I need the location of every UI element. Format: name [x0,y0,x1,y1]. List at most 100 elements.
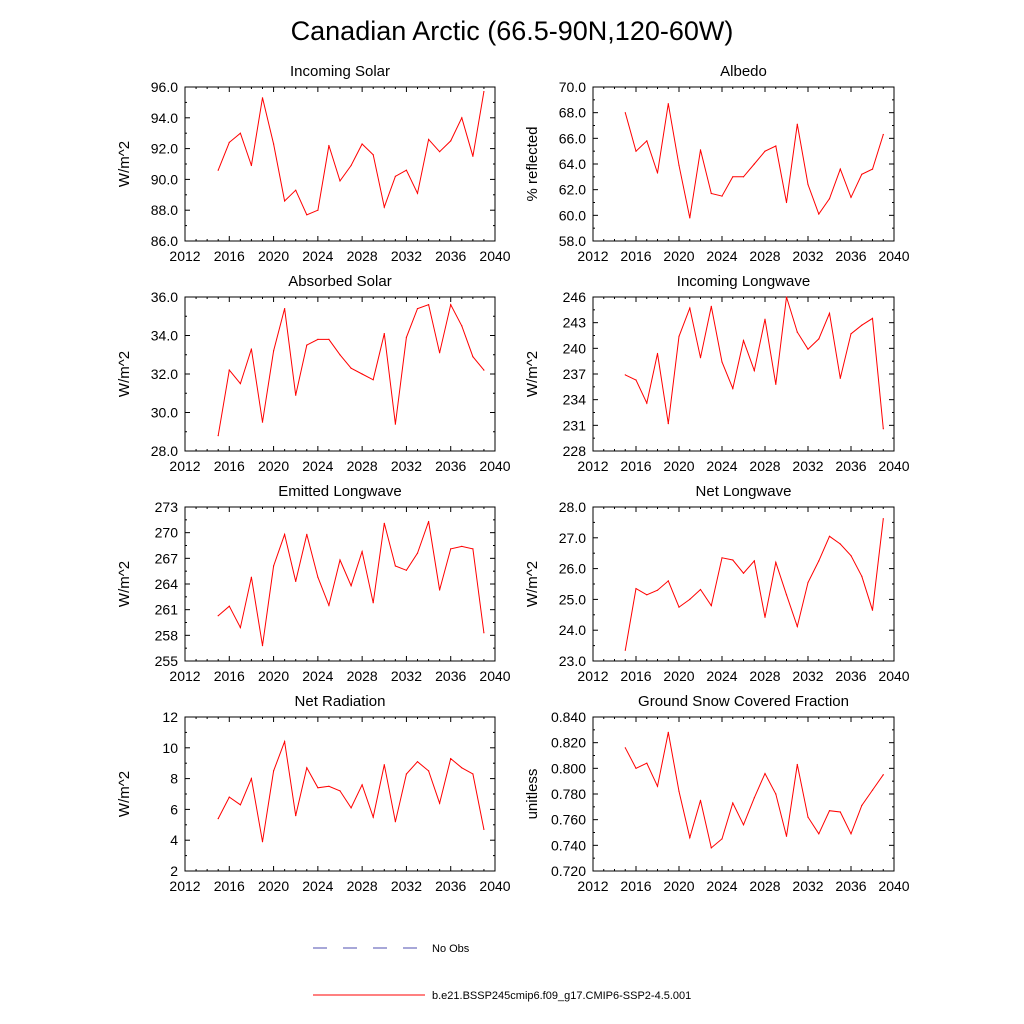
panel-ground-snow-covered-fraction: 2012 2016 2020 2024 2028 2032 2036 2040 0.720 0.7… [524,693,910,894]
data-point [699,357,702,359]
data-point [721,557,723,559]
y-tick-label: 10 [162,740,178,756]
plot-frame [184,716,496,872]
panel-net-radiation: 2012 2016 2020 2024 2028 2032 2036 2040 2 4 6 8 10 12… [116,693,511,894]
data-point [350,807,352,809]
data-point [678,790,680,793]
series-line [217,91,485,216]
y-axis-label: % reflected [524,126,541,201]
data-point [394,423,396,425]
series-line [625,296,884,429]
data-point [350,367,352,369]
data-point [261,841,264,843]
y-tick-label: 255 [155,653,179,669]
data-point [742,572,745,574]
data-point [764,772,766,775]
y-tick-label: 240 [563,340,587,356]
y-tick-label: 23.0 [559,653,586,669]
data-point [483,369,485,371]
data-point [850,833,852,835]
y-tick-label: 8 [170,771,178,787]
data-point [732,559,734,561]
data-point [228,369,230,371]
data-point [483,632,485,634]
data-point [656,172,659,174]
plot-frame [592,86,895,242]
y-tick-label: 34.0 [151,328,178,344]
x-tick-label: 2020 [258,248,289,264]
data-point [656,785,659,787]
y-tick-label: 231 [563,417,587,433]
x-tick-label: 2036 [835,668,866,684]
y-tick-label: 243 [563,315,587,331]
data-point [742,176,745,178]
y-tick-label: 86.0 [151,233,178,249]
y-tick-label: 237 [563,366,587,382]
data-point [764,150,766,152]
data-point [306,344,308,346]
data-point [839,377,841,379]
data-point [250,164,252,167]
y-tick-label: 24.0 [559,622,586,638]
data-point [394,175,396,177]
data-point [383,206,385,208]
x-tick-label: 2032 [792,248,823,264]
panel-title: Incoming Longwave [677,273,810,290]
data-point [775,561,777,564]
data-point [818,560,820,562]
plot-frame [592,716,895,872]
x-tick-label: 2024 [302,878,333,894]
x-tick-label: 2020 [663,878,694,894]
data-point [461,545,463,548]
plot-frame [184,86,496,242]
data-point [372,602,374,604]
data-point [472,548,474,550]
data-point [861,173,863,175]
data-point [306,767,308,769]
panel-incoming-longwave: 2012 2016 2020 2024 2028 2032 2036 2040 228 231 23… [524,273,910,474]
data-point [416,308,419,310]
panel-title: Incoming Solar [290,63,390,80]
y-tick-label: 0.760 [551,812,586,828]
data-point [383,333,385,335]
x-tick-label: 2032 [391,248,422,264]
data-point [721,195,723,197]
data-point [284,308,286,310]
data-point [753,370,755,372]
data-point [295,580,297,583]
y-tick-label: 228 [563,443,587,459]
x-tick-label: 2028 [749,458,780,474]
data-point [796,331,798,333]
data-point [250,778,252,780]
x-tick-label: 2020 [663,668,694,684]
series-line [217,739,485,842]
x-tick-label: 2020 [258,878,289,894]
y-axis-label: W/m^2 [116,561,133,607]
x-tick-label: 2040 [878,458,909,474]
data-point [764,318,766,320]
data-point [361,784,363,786]
y-tick-label: 88.0 [151,202,178,218]
series-line [624,732,884,849]
data-point [742,340,745,342]
data-point [372,816,374,818]
y-tick-label: 12 [162,709,178,725]
data-point [339,559,341,561]
x-tick-label: 2028 [749,668,780,684]
data-point [624,649,626,651]
data-point [339,354,341,356]
x-tick-label: 2024 [706,668,737,684]
data-point [667,103,669,105]
data-point [635,150,637,152]
data-point [807,348,809,350]
data-point [228,141,230,143]
data-point [807,581,809,584]
plot-frame [592,506,895,662]
data-point [667,731,669,734]
data-point [839,811,841,813]
data-point [361,550,363,553]
y-tick-label: 28.0 [559,499,586,515]
panel-title: Net Longwave [696,483,792,500]
data-point [461,325,463,327]
x-tick-label: 2012 [169,878,200,894]
